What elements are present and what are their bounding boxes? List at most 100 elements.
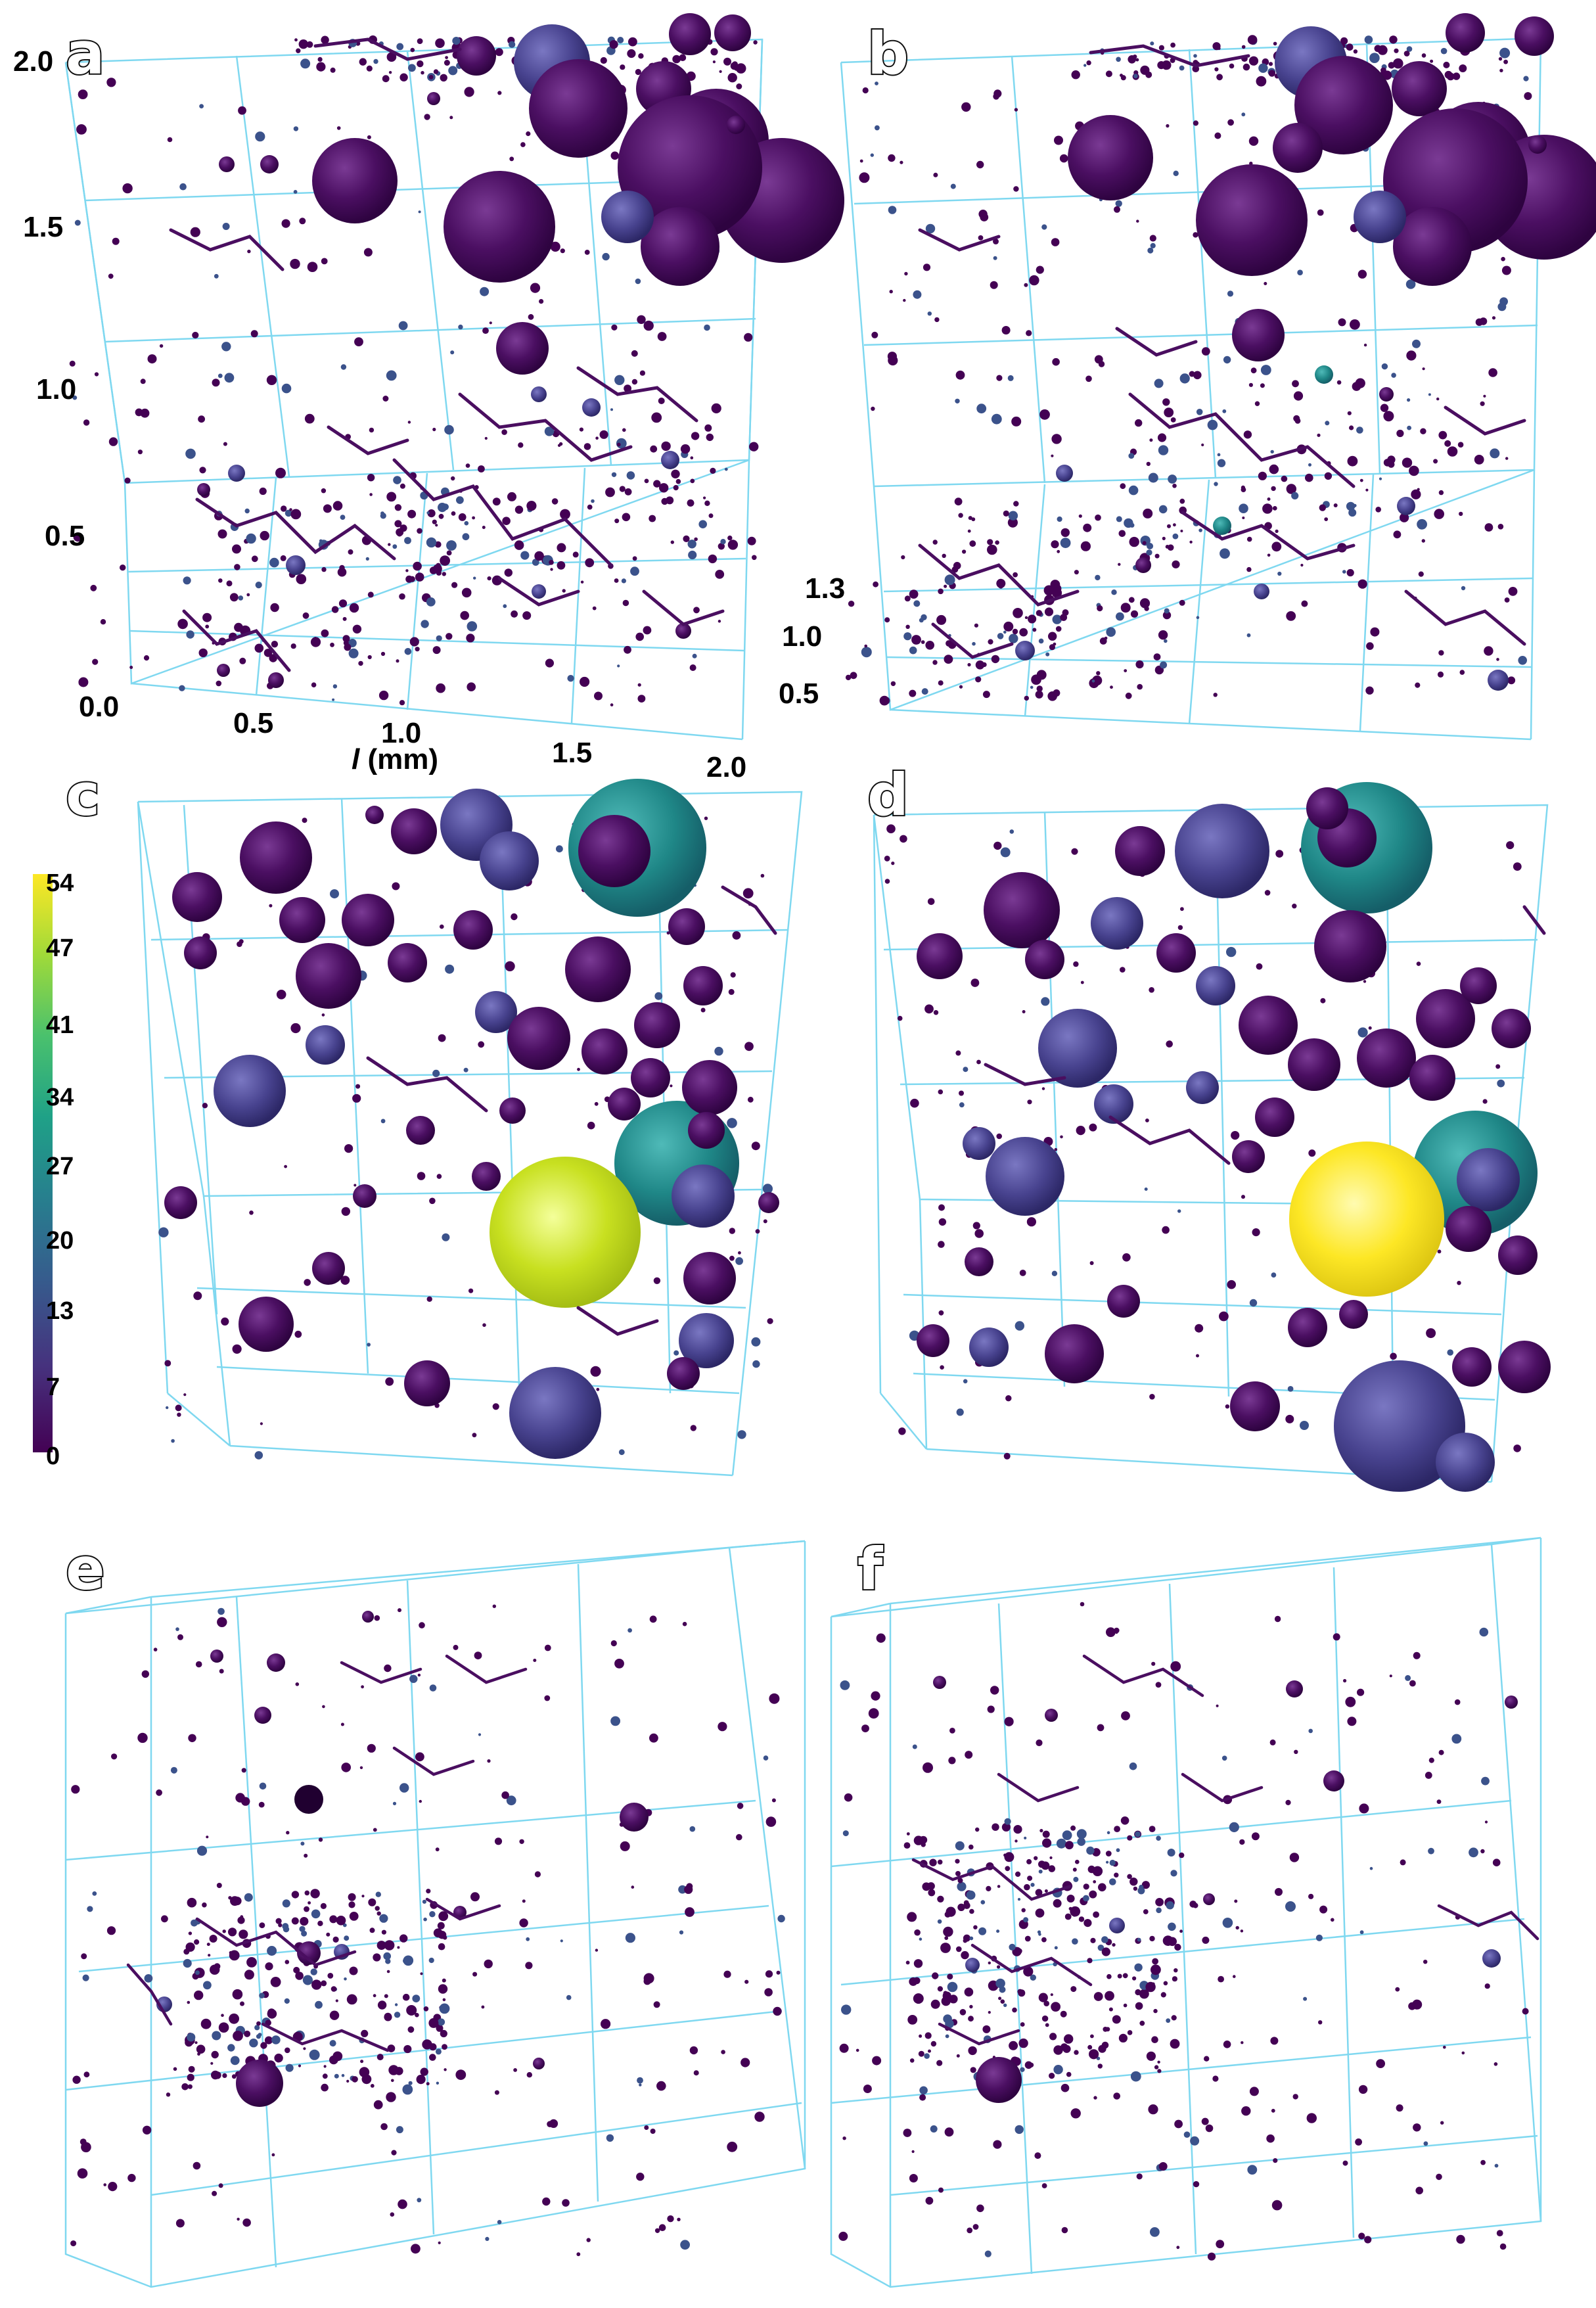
- pore-speck: [420, 2067, 428, 2076]
- pore-speck: [987, 1705, 995, 1713]
- pore-speck: [478, 1041, 485, 1048]
- pore-speck: [442, 1998, 446, 2002]
- pore-speck: [232, 1344, 242, 1354]
- pore-speck: [1097, 2064, 1103, 2069]
- pore-speck: [1017, 1898, 1021, 1901]
- pore-speck: [1434, 509, 1444, 519]
- pore-speck: [254, 1451, 263, 1460]
- pore-speck: [417, 1673, 421, 1677]
- pore-speck: [1233, 1975, 1236, 1978]
- pore-speck: [1222, 409, 1227, 413]
- pore-speck: [614, 1659, 624, 1669]
- horizontal-tick-2-0: 2.0: [706, 751, 746, 783]
- pore-speck: [432, 646, 441, 655]
- pore-speck: [1015, 1839, 1018, 1843]
- pore-speck: [1496, 2230, 1503, 2237]
- pore-speck: [1020, 2067, 1025, 2072]
- pore-speck: [997, 633, 1004, 639]
- pore-speck: [653, 1277, 661, 1285]
- pore-speck: [719, 70, 722, 73]
- pore-speck: [1129, 522, 1135, 528]
- pore-speck: [938, 1089, 944, 1095]
- pore-speck: [937, 1986, 943, 1992]
- pore-speck: [1061, 2227, 1068, 2234]
- pore-speck: [384, 2012, 392, 2021]
- pore-speck: [1165, 545, 1170, 549]
- pore-speck: [386, 52, 397, 62]
- colorbar-tick-20: 20: [46, 1227, 74, 1255]
- pore-speck: [1097, 605, 1103, 612]
- pore-speck: [1395, 1987, 1400, 1992]
- pore-speck: [905, 1960, 910, 1965]
- pore-speck: [250, 330, 258, 338]
- pore-speck: [1028, 614, 1037, 624]
- pore-speck: [1050, 1993, 1053, 1996]
- pore-speck: [177, 1634, 183, 1640]
- pore-speck: [137, 1732, 148, 1743]
- pore-speck: [210, 1964, 220, 1975]
- pore-speck: [624, 645, 631, 654]
- pore-speck: [1078, 514, 1082, 518]
- pore-speck: [911, 2150, 915, 2154]
- pore-speck: [1121, 1711, 1130, 1720]
- pore-speck: [562, 589, 566, 593]
- pore-speck: [1083, 1919, 1092, 1927]
- pore-speck: [1415, 2186, 1423, 2195]
- pore-speck: [412, 1995, 421, 2003]
- pore-speck: [704, 424, 712, 432]
- pore-speck: [331, 1986, 337, 1992]
- pore-speck: [1246, 536, 1252, 542]
- pore-speck: [394, 2012, 401, 2018]
- pore-speck: [497, 2220, 502, 2225]
- pore-speck: [304, 1906, 309, 1912]
- depth-tick-1-3: 1.3: [805, 572, 845, 605]
- pore-speck: [332, 698, 335, 701]
- pore-speck: [596, 1387, 600, 1391]
- pore-speck: [868, 1708, 879, 1719]
- pore-speck: [386, 2092, 396, 2102]
- pore-speck: [635, 278, 641, 285]
- pore-speck: [1092, 675, 1103, 686]
- pore-speck: [625, 1933, 636, 1943]
- pore-speck: [1141, 1881, 1150, 1889]
- pore-speck: [1041, 2015, 1049, 2022]
- pore-speck: [1041, 2183, 1047, 2188]
- pore-speck: [654, 992, 663, 1000]
- pore-speck: [1285, 1414, 1294, 1423]
- pore-speck: [1271, 2108, 1275, 2113]
- pore-speck: [1481, 1776, 1490, 1786]
- pore-speck: [380, 1119, 386, 1124]
- pore-speck: [1388, 62, 1395, 69]
- pore-speck: [346, 1994, 357, 2005]
- pore-speck: [302, 1975, 313, 1985]
- pore-speck: [1346, 568, 1354, 577]
- pore-speck: [432, 427, 436, 432]
- pore-speck: [1201, 347, 1210, 356]
- pore-speck: [1488, 368, 1497, 377]
- pore-speck: [321, 2083, 329, 2092]
- pore-speck: [700, 1007, 706, 1013]
- pore-speck: [156, 1789, 163, 1796]
- pore-speck: [304, 1890, 310, 1896]
- pore-speck: [212, 2031, 221, 2041]
- pore-speck: [637, 695, 646, 703]
- pore-speck: [267, 2009, 277, 2019]
- pore-speck: [595, 436, 599, 440]
- pore-speck: [522, 1899, 526, 1903]
- pore-speck: [385, 1377, 394, 1386]
- pore-speck: [636, 2173, 645, 2181]
- pore-speck: [987, 539, 993, 545]
- pore-speck: [639, 370, 646, 376]
- pore-speck: [679, 54, 687, 61]
- pore-speck: [724, 467, 728, 471]
- pore-speck: [1059, 154, 1068, 163]
- pore-speck: [1179, 1852, 1185, 1858]
- pore-speck: [247, 249, 251, 254]
- pore-speck: [1128, 597, 1135, 603]
- pore-speck: [1518, 656, 1527, 665]
- pore-speck: [1180, 530, 1183, 532]
- pore-speck: [990, 1686, 999, 1695]
- pore-speck: [1013, 1825, 1022, 1834]
- pore-speck: [429, 1684, 437, 1692]
- pore-speck: [650, 445, 658, 453]
